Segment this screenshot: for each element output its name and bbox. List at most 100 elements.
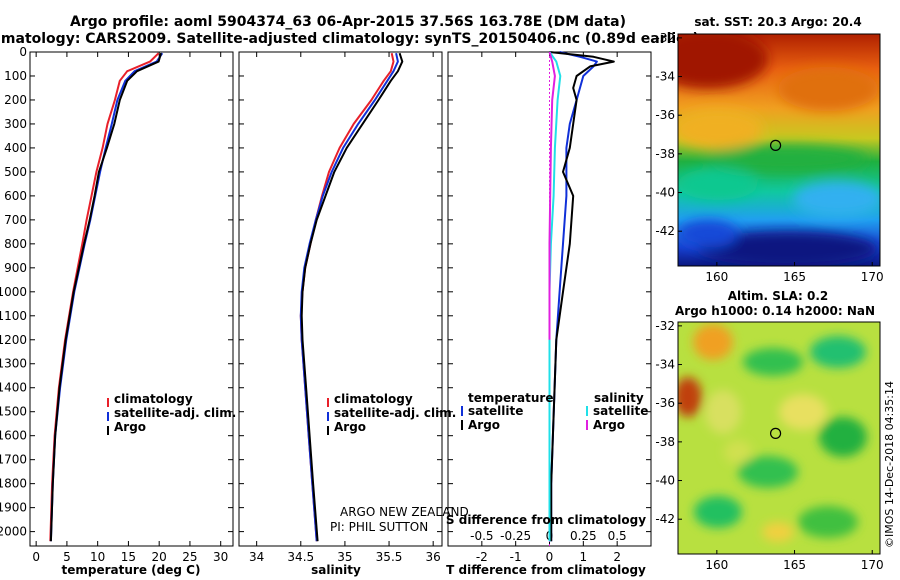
sla-map: Altim. SLA: 0.2 Argo h1000: 0.14 h2000: …	[655, 289, 883, 572]
temperature-plot-frame	[29, 51, 234, 547]
x2-tick-label: -0.5	[470, 529, 493, 543]
figure-title-line2: Climatology: CARS2009. Satellite-adjuste…	[0, 31, 699, 47]
salinity-plot-frame	[238, 51, 443, 547]
legend-label-t-argo: Argo	[468, 418, 500, 432]
lat-tick-label: -32	[655, 319, 675, 333]
sla-map-subtitle: Argo h1000: 0.14 h2000: NaN	[675, 304, 875, 318]
sst-map-image	[678, 34, 880, 266]
salinity-xlabel: salinity	[311, 563, 361, 577]
legend-header-temperature: temperature	[468, 391, 553, 405]
y-tick-label: 1400	[0, 381, 27, 395]
y-tick-label: 2000	[0, 525, 27, 539]
legend-label-satellite: satellite-adj. clim.	[334, 406, 456, 420]
legend-label-argo: Argo	[114, 420, 146, 434]
y-tick-label: 400	[4, 141, 27, 155]
lon-tick-label: 160	[705, 270, 728, 284]
series-line-salinity-satellite	[548, 51, 562, 542]
salinity-series	[299, 52, 404, 542]
lat-tick-label: -34	[655, 70, 675, 84]
series-line-temperature-argo	[549, 51, 615, 542]
y-tick-label: 200	[4, 93, 27, 107]
lon-tick-label: 160	[705, 558, 728, 572]
x-tick-label: 34.5	[287, 550, 314, 564]
x-tick-label: 35	[337, 550, 352, 564]
y-tick-label: 1600	[0, 429, 27, 443]
series-line-argo	[49, 52, 162, 542]
salinity-depth-ticks	[239, 51, 442, 533]
y-tick-label: 800	[4, 237, 27, 251]
lon-tick-label: 165	[783, 558, 806, 572]
sla-map-frame	[677, 321, 881, 555]
legend-label-satellite: satellite-adj. clim.	[114, 406, 236, 420]
x-tick-label: -2	[476, 550, 488, 564]
lon-tick-label: 170	[861, 270, 884, 284]
sla-map-lon-ticks: 160 165 170	[705, 550, 884, 572]
difference-legend: temperature satellite Argo salinity sate…	[461, 391, 648, 432]
series-line-satellite-adj-clim-	[299, 52, 399, 542]
legend-label-t-satellite: satellite	[468, 404, 523, 418]
temperature-legend: climatology satellite-adj. clim. Argo	[107, 392, 236, 435]
y-tick-label: 500	[4, 165, 27, 179]
lat-tick-label: -36	[655, 108, 675, 122]
depth-axis-ticks: 0 100 200 300 400 500 600 700 800 900 1000 1100 1200…	[0, 45, 233, 539]
y-tick-label: 1000	[0, 285, 27, 299]
lon-tick-label: 170	[861, 558, 884, 572]
y-tick-label: 1900	[0, 501, 27, 515]
y-tick-label: 1500	[0, 405, 27, 419]
x-tick-label: 20	[152, 550, 167, 564]
legend-label-climatology: climatology	[334, 392, 413, 406]
temperature-panel: 0100200300400500600700800900100011001200…	[0, 45, 236, 577]
argo-position-marker	[769, 139, 782, 151]
y-tick-label: 1200	[0, 333, 27, 347]
x-tick-label: 35.5	[376, 550, 403, 564]
x-tick-label: -1	[510, 550, 522, 564]
legend-label-climatology: climatology	[114, 392, 193, 406]
series-line-salinity-argo	[548, 51, 556, 340]
x-tick-label: 15	[121, 550, 136, 564]
x-tick-label: 0	[32, 550, 40, 564]
legend-header-salinity: salinity	[594, 391, 644, 405]
y-tick-label: 600	[4, 189, 27, 203]
legend-label-s-argo: Argo	[593, 418, 625, 432]
sst-map-lon-ticks: 160 165 170	[705, 262, 884, 284]
lat-tick-label: -36	[655, 396, 675, 410]
x-tick-label: 10	[90, 550, 105, 564]
y-tick-label: 700	[4, 213, 27, 227]
sst-map-title: sat. SST: 20.3 Argo: 20.4	[694, 15, 861, 29]
x2-tick-label: 0.5	[608, 529, 627, 543]
temperature-xlabel: temperature (deg C)	[62, 563, 201, 577]
figure-title-line1: Argo profile: aoml 5904374_63 06-Apr-201…	[70, 14, 626, 30]
sla-map-title: Altim. SLA: 0.2	[728, 289, 829, 303]
sst-map-frame	[677, 33, 881, 267]
legend-label-argo: Argo	[334, 420, 366, 434]
y-tick-label: 300	[4, 117, 27, 131]
temperature-series	[49, 52, 164, 542]
x-tick-label: 2	[613, 550, 621, 564]
x2-tick-label: 0.25	[570, 529, 597, 543]
sst-map-lat-ticks: -32 -34 -36 -38 -40 -42	[655, 31, 682, 238]
y-tick-label: 0	[19, 45, 27, 59]
x2-tick-label: -0.25	[500, 529, 531, 543]
lat-tick-label: -32	[655, 31, 675, 45]
series-line-argo	[300, 52, 404, 542]
x-tick-label: 5	[63, 550, 71, 564]
argo-position-marker	[769, 427, 782, 439]
difference-series	[548, 51, 615, 546]
y-tick-label: 1100	[0, 309, 27, 323]
annotation-argo-new-zealand: ARGO NEW ZEALAND	[340, 505, 469, 519]
t-difference-xlabel: T difference from climatology	[446, 563, 646, 577]
legend-label-s-satellite: satellite	[593, 404, 648, 418]
lat-tick-label: -40	[655, 186, 675, 200]
difference-depth-ticks	[448, 51, 651, 533]
series-line-temperature-satellite	[550, 51, 598, 542]
y-tick-label: 900	[4, 261, 27, 275]
lat-tick-label: -40	[655, 474, 675, 488]
salinity-legend: climatology satellite-adj. clim. Argo	[327, 392, 456, 435]
s-difference-xlabel: S difference from climatology	[446, 513, 646, 527]
sla-map-lat-ticks: -32 -34 -36 -38 -40 -42	[655, 319, 682, 526]
lon-tick-label: 165	[783, 270, 806, 284]
imos-credit: ©IMOS 14-Dec-2018 04:35:14	[883, 381, 896, 548]
